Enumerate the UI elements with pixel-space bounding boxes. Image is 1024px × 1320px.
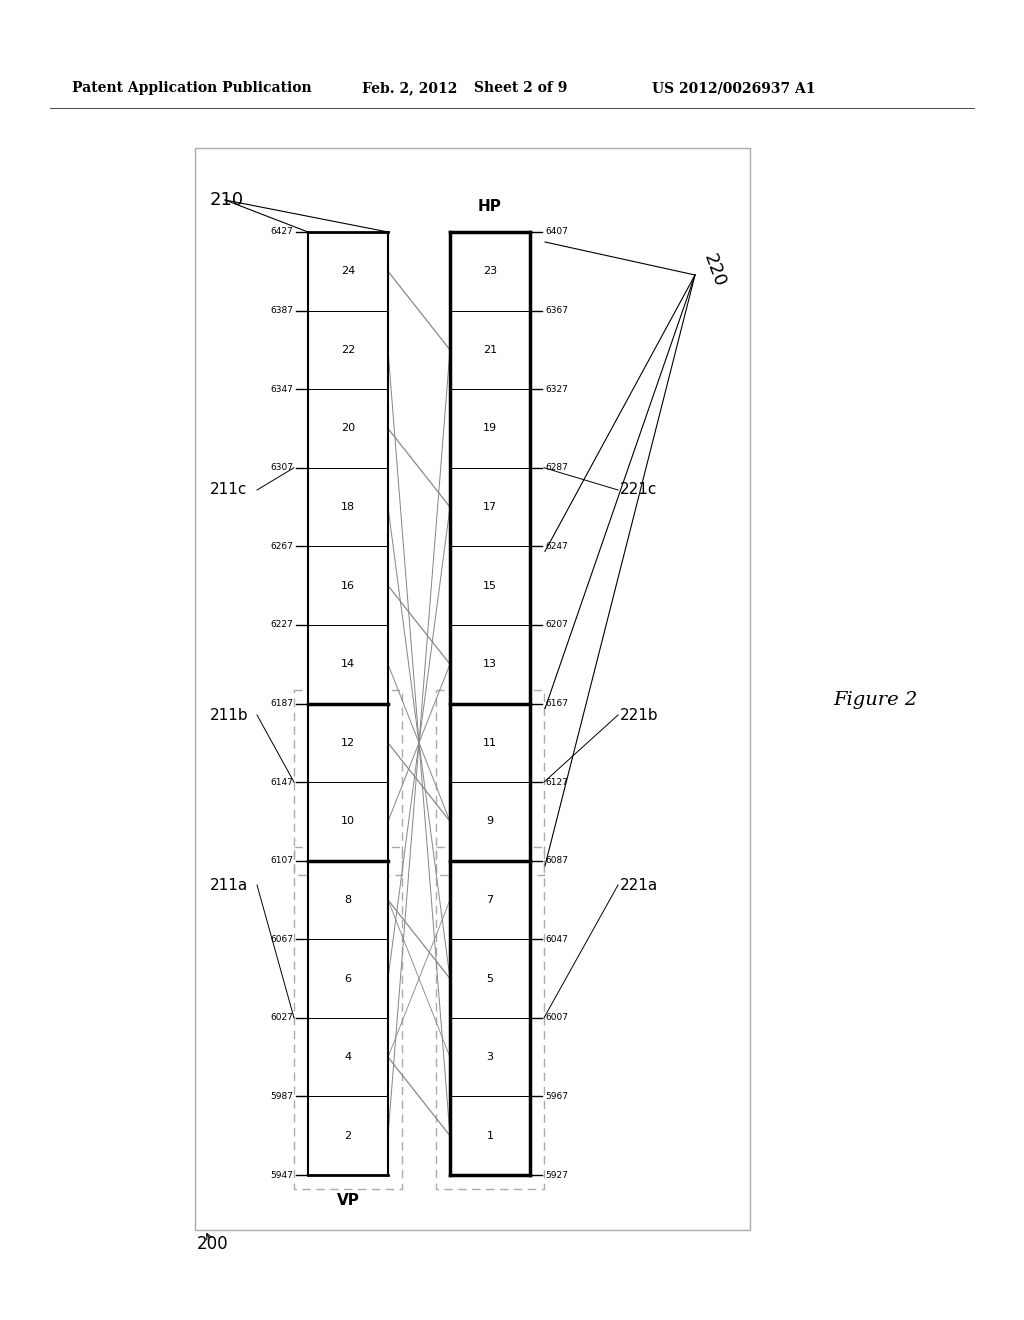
Text: 21: 21: [483, 345, 497, 355]
Text: 6227: 6227: [270, 620, 293, 630]
Text: 7: 7: [486, 895, 494, 906]
Text: 6007: 6007: [545, 1014, 568, 1022]
Text: 6107: 6107: [270, 857, 293, 865]
Text: US 2012/0026937 A1: US 2012/0026937 A1: [652, 81, 815, 95]
Text: 10: 10: [341, 816, 355, 826]
Bar: [450, 232, 530, 310]
Text: 6287: 6287: [545, 463, 568, 473]
Bar: [308, 232, 388, 310]
Text: 1: 1: [486, 1131, 494, 1140]
Bar: [308, 467, 388, 546]
Text: 5: 5: [486, 974, 494, 983]
Text: 221a: 221a: [620, 878, 658, 892]
Text: 6427: 6427: [270, 227, 293, 236]
Text: 6167: 6167: [545, 700, 568, 708]
Text: 220: 220: [700, 251, 729, 289]
Bar: [450, 940, 530, 1018]
Bar: [308, 389, 388, 467]
Bar: [308, 1018, 388, 1097]
Text: 211c: 211c: [210, 483, 248, 498]
Text: 13: 13: [483, 659, 497, 669]
Bar: [195, 148, 750, 1230]
Text: 18: 18: [341, 502, 355, 512]
Text: 11: 11: [483, 738, 497, 748]
Text: 20: 20: [341, 424, 355, 433]
Text: 16: 16: [341, 581, 355, 590]
Text: 6407: 6407: [545, 227, 568, 236]
Bar: [450, 467, 530, 546]
Text: 6207: 6207: [545, 620, 568, 630]
Text: 6347: 6347: [270, 384, 293, 393]
Text: 5927: 5927: [545, 1171, 568, 1180]
Text: 24: 24: [341, 267, 355, 276]
Text: 6387: 6387: [270, 306, 293, 315]
Text: VP: VP: [337, 1193, 359, 1208]
Text: 6147: 6147: [270, 777, 293, 787]
Bar: [450, 624, 530, 704]
Text: HP: HP: [478, 199, 502, 214]
Bar: [450, 704, 530, 781]
Text: 23: 23: [483, 267, 497, 276]
Text: 6087: 6087: [545, 857, 568, 865]
Text: 8: 8: [344, 895, 351, 906]
Text: 221b: 221b: [620, 708, 658, 722]
Bar: [308, 861, 388, 940]
Text: 17: 17: [483, 502, 497, 512]
Text: 6127: 6127: [545, 777, 568, 787]
Text: 12: 12: [341, 738, 355, 748]
Text: 9: 9: [486, 816, 494, 826]
Bar: [450, 1097, 530, 1175]
Bar: [450, 389, 530, 467]
Text: Sheet 2 of 9: Sheet 2 of 9: [474, 81, 567, 95]
Bar: [450, 1018, 530, 1097]
Text: 14: 14: [341, 659, 355, 669]
Bar: [308, 310, 388, 389]
Text: 210: 210: [210, 191, 244, 209]
Bar: [450, 861, 530, 940]
Text: 6327: 6327: [545, 384, 568, 393]
Text: 6: 6: [344, 974, 351, 983]
Text: 5987: 5987: [270, 1092, 293, 1101]
Text: 6247: 6247: [545, 541, 567, 550]
Text: 221c: 221c: [620, 483, 657, 498]
Text: 6187: 6187: [270, 700, 293, 708]
Bar: [450, 310, 530, 389]
Text: 5967: 5967: [545, 1092, 568, 1101]
Text: 211b: 211b: [210, 708, 249, 722]
Text: 6367: 6367: [545, 306, 568, 315]
Bar: [308, 704, 388, 781]
Text: 6047: 6047: [545, 935, 568, 944]
Bar: [308, 624, 388, 704]
Text: 6267: 6267: [270, 541, 293, 550]
Text: 22: 22: [341, 345, 355, 355]
Text: 200: 200: [197, 1236, 228, 1253]
Bar: [308, 546, 388, 624]
Text: 19: 19: [483, 424, 497, 433]
Text: 6027: 6027: [270, 1014, 293, 1022]
Text: 211a: 211a: [210, 878, 248, 892]
Text: Feb. 2, 2012: Feb. 2, 2012: [362, 81, 458, 95]
Text: 6067: 6067: [270, 935, 293, 944]
Bar: [450, 781, 530, 861]
Bar: [308, 1097, 388, 1175]
Text: Patent Application Publication: Patent Application Publication: [72, 81, 311, 95]
Text: 3: 3: [486, 1052, 494, 1063]
Text: 5947: 5947: [270, 1171, 293, 1180]
Text: 15: 15: [483, 581, 497, 590]
Text: 4: 4: [344, 1052, 351, 1063]
Text: 2: 2: [344, 1131, 351, 1140]
Bar: [308, 940, 388, 1018]
Text: Figure 2: Figure 2: [833, 690, 918, 709]
Bar: [308, 781, 388, 861]
Text: 6307: 6307: [270, 463, 293, 473]
Bar: [450, 546, 530, 624]
